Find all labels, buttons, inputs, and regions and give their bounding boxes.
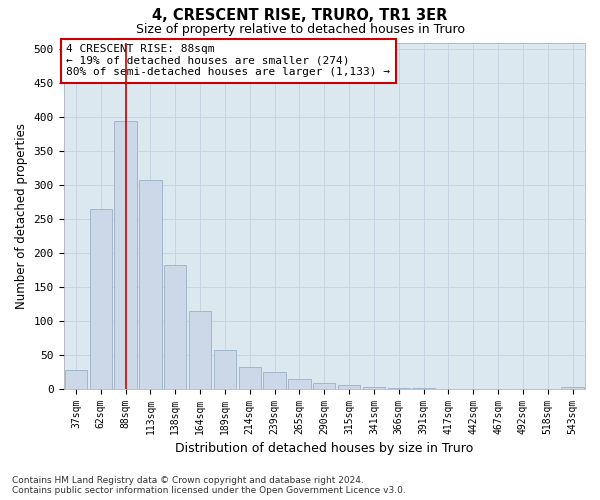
Bar xyxy=(562,386,584,388)
Text: 4 CRESCENT RISE: 88sqm
← 19% of detached houses are smaller (274)
80% of semi-de: 4 CRESCENT RISE: 88sqm ← 19% of detached… xyxy=(66,44,390,78)
Bar xyxy=(263,372,286,388)
Bar xyxy=(164,265,187,388)
Bar xyxy=(239,367,261,388)
Bar xyxy=(214,350,236,389)
Bar xyxy=(189,310,211,388)
Bar xyxy=(313,384,335,388)
Bar xyxy=(89,209,112,388)
Bar xyxy=(115,120,137,388)
Text: Contains HM Land Registry data © Crown copyright and database right 2024.
Contai: Contains HM Land Registry data © Crown c… xyxy=(12,476,406,495)
Y-axis label: Number of detached properties: Number of detached properties xyxy=(15,122,28,308)
Text: 4, CRESCENT RISE, TRURO, TR1 3ER: 4, CRESCENT RISE, TRURO, TR1 3ER xyxy=(152,8,448,22)
Bar xyxy=(288,379,311,388)
X-axis label: Distribution of detached houses by size in Truro: Distribution of detached houses by size … xyxy=(175,442,473,455)
Bar xyxy=(65,370,87,388)
Text: Size of property relative to detached houses in Truro: Size of property relative to detached ho… xyxy=(136,22,464,36)
Bar xyxy=(139,180,161,388)
Bar xyxy=(338,386,360,388)
